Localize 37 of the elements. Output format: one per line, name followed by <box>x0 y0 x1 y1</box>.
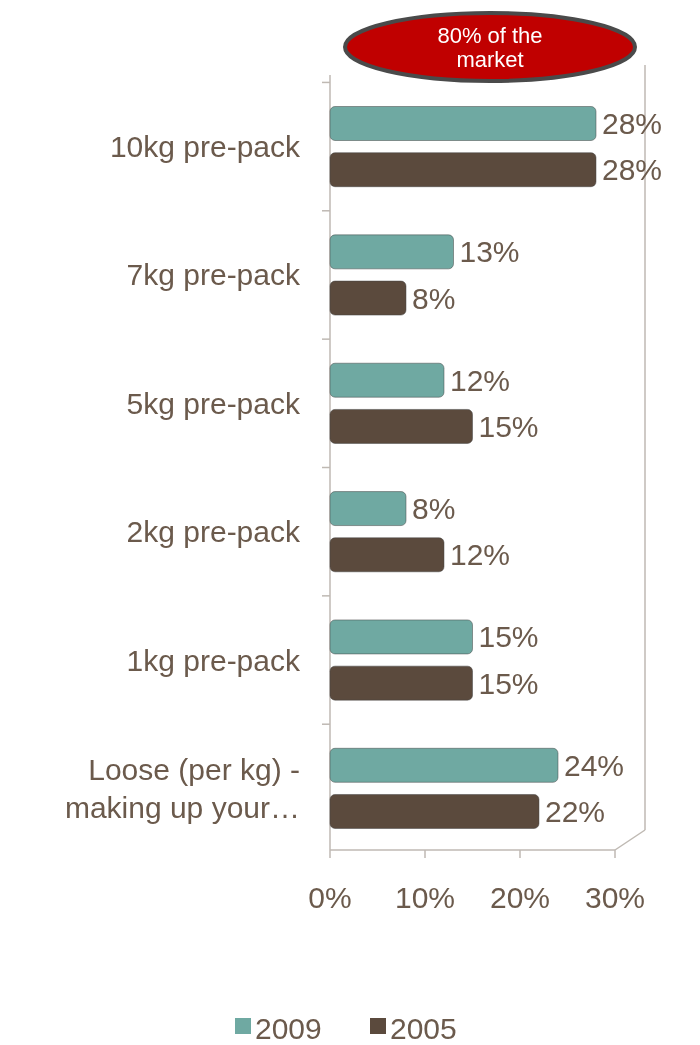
bar <box>329 152 597 187</box>
legend-label: 2009 <box>255 1011 322 1045</box>
data-label: 8% <box>412 492 456 526</box>
x-tick-label: 30% <box>584 881 646 914</box>
x-tick-label: 20% <box>489 881 551 914</box>
bar <box>329 491 407 526</box>
bar <box>329 106 597 141</box>
data-label: 28% <box>602 153 663 187</box>
y-tick-label: 5kg pre-pack <box>126 386 301 420</box>
data-label: 8% <box>412 281 456 315</box>
data-label: 22% <box>545 794 606 828</box>
bar <box>329 794 540 829</box>
bar <box>329 665 473 701</box>
data-label: 24% <box>564 748 625 782</box>
bar <box>329 362 445 398</box>
legend-label: 2005 <box>390 1011 457 1045</box>
data-label: 12% <box>450 363 511 397</box>
data-label: 15% <box>478 409 539 443</box>
y-tick-label: 2kg pre-pack <box>126 515 301 549</box>
x-tick-label: 0% <box>308 881 352 914</box>
data-label: 13% <box>459 235 520 269</box>
y-tick-label: 1kg pre-pack <box>126 643 301 677</box>
y-tick-label: 7kg pre-pack <box>126 258 301 292</box>
y-tick-label: Loose (per kg) - making up your… <box>64 752 300 824</box>
bar <box>329 280 407 316</box>
data-label: 28% <box>602 107 663 141</box>
bar <box>329 748 559 783</box>
data-label: 15% <box>478 666 539 700</box>
y-tick-label: 10kg pre-pack <box>109 130 301 164</box>
text: 80% of the market <box>437 22 543 72</box>
bar <box>329 234 454 270</box>
bar <box>329 537 445 573</box>
bar <box>329 409 473 444</box>
data-label: 12% <box>450 538 511 572</box>
data-label: 15% <box>478 620 539 654</box>
bar <box>329 619 473 655</box>
x-tick-label: 10% <box>394 881 456 914</box>
